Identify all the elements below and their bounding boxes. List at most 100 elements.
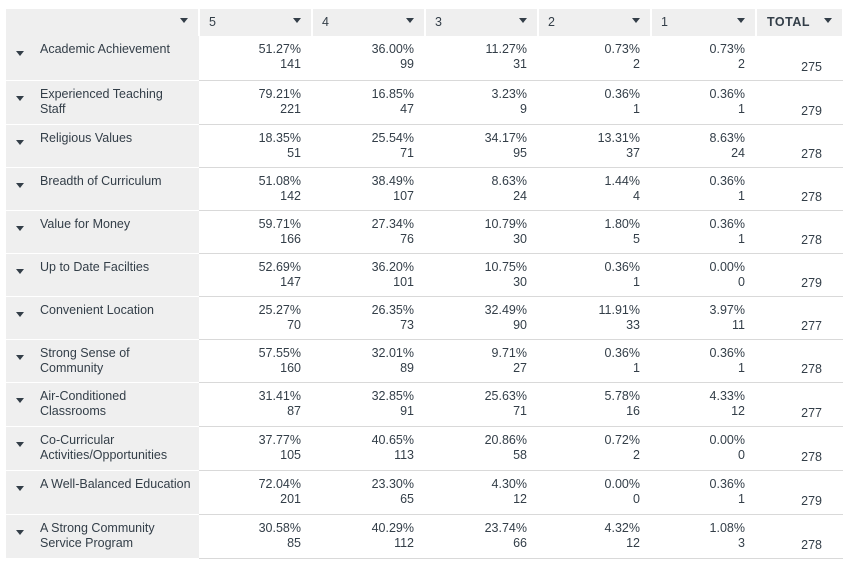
rating-cell: 59.71% 166 (199, 210, 312, 254)
percentage-value: 23.74% (484, 520, 527, 535)
percentage-value: 4.33% (709, 388, 745, 403)
sort-caret-icon[interactable] (632, 18, 640, 23)
row-label: Experienced Teaching Staff (40, 86, 163, 116)
total-value: 275 (801, 59, 822, 74)
count-value: 71 (400, 145, 414, 160)
count-value: 107 (393, 188, 414, 203)
percentage-value: 8.63% (709, 130, 745, 145)
percentage-value: 4.32% (604, 520, 640, 535)
rating-cell: 1.80% 5 (538, 210, 651, 254)
percentage-value: 1.44% (604, 173, 640, 188)
count-value: 142 (280, 188, 301, 203)
table-row: Convenient Location 25.27% 70 26.35% 73 32.49… (6, 296, 843, 340)
sort-caret-icon[interactable] (737, 18, 745, 23)
percentage-value: 20.86% (484, 432, 527, 447)
table-body: Academic Achievement 51.27% 141 36.00% 99 11.… (6, 36, 843, 559)
percentage-value: 37.77% (258, 432, 301, 447)
sort-caret-icon[interactable] (406, 18, 414, 23)
rating-cell: 20.86% 58 (425, 426, 538, 471)
percentage-value: 40.29% (371, 520, 414, 535)
table-row: Strong Sense of Community 57.55% 160 32.01%… (6, 339, 843, 383)
percentage-value: 11.91% (598, 302, 640, 317)
count-value: 12 (513, 491, 527, 506)
rating-cell: 23.30% 65 (312, 470, 425, 515)
table-row: A Well-Balanced Education 72.04% 201 23.30%… (6, 470, 843, 515)
percentage-value: 10.79% (484, 216, 527, 231)
row-label: Up to Date Facilties (40, 259, 150, 274)
percentage-value: 51.27% (258, 42, 301, 56)
percentage-value: 10.75% (484, 259, 527, 274)
table-row: Experienced Teaching Staff 79.21% 221 16.85… (6, 80, 843, 125)
rating-cell: 37.77% 105 (199, 426, 312, 471)
percentage-value: 8.63% (491, 173, 527, 188)
percentage-value: 0.36% (604, 259, 640, 274)
count-value: 141 (280, 57, 301, 71)
rating-cell: 3.97% 11 (651, 296, 756, 340)
count-value: 33 (626, 317, 640, 332)
row-label-cell: Value for Money (6, 210, 199, 254)
column-header-label: 4 (322, 15, 329, 29)
percentage-value: 0.36% (709, 216, 745, 231)
sort-caret-icon[interactable] (824, 18, 832, 23)
table-row: Air-Conditioned Classrooms 31.41% 87 32.85%… (6, 382, 843, 427)
count-value: 71 (513, 403, 527, 418)
percentage-value: 36.00% (371, 42, 414, 56)
rating-cell: 8.63% 24 (651, 124, 756, 168)
row-caret-icon[interactable] (16, 441, 24, 447)
header-cell-rating-2: 2 (538, 9, 652, 36)
row-caret-icon[interactable] (16, 51, 24, 56)
percentage-value: 38.49% (371, 173, 414, 188)
percentage-value: 0.73% (604, 42, 640, 56)
row-caret-icon[interactable] (16, 95, 24, 101)
rating-cell: 32.85% 91 (312, 382, 425, 427)
column-header-label: TOTAL (767, 15, 811, 29)
row-caret-icon[interactable] (16, 268, 24, 274)
percentage-value: 0.00% (709, 259, 745, 274)
percentage-value: 0.36% (604, 86, 640, 101)
rating-cell: 0.73% 2 (651, 36, 756, 81)
row-caret-icon[interactable] (16, 225, 24, 231)
row-caret-icon[interactable] (16, 354, 24, 360)
count-value: 1 (738, 101, 745, 116)
count-value: 9 (520, 101, 527, 116)
table-row: Academic Achievement 51.27% 141 36.00% 99 11.… (6, 36, 843, 81)
header-cell-rating-1: 1 (651, 9, 757, 36)
rating-cell: 3.23% 9 (425, 80, 538, 125)
header-cell-rating-5: 5 (199, 9, 313, 36)
header-cell-row-labels (6, 9, 200, 36)
row-label-cell: Up to Date Facilties (6, 253, 199, 297)
count-value: 99 (400, 57, 414, 71)
total-value: 278 (801, 146, 822, 161)
percentage-value: 27.34% (371, 216, 414, 231)
row-caret-icon[interactable] (16, 397, 24, 403)
row-caret-icon[interactable] (16, 485, 24, 491)
total-cell: 279 (756, 253, 843, 297)
count-value: 4 (633, 188, 640, 203)
count-value: 16 (626, 403, 640, 418)
percentage-value: 0.00% (709, 432, 745, 447)
row-label: Value for Money (40, 216, 131, 231)
sort-caret-icon[interactable] (519, 18, 527, 23)
rating-cell: 0.36% 1 (651, 210, 756, 254)
total-cell: 277 (756, 296, 843, 340)
percentage-value: 0.36% (709, 476, 745, 491)
sort-caret-icon[interactable] (293, 18, 301, 23)
row-label-cell: Breadth of Curriculum (6, 167, 199, 211)
row-caret-icon[interactable] (16, 139, 24, 145)
row-caret-icon[interactable] (16, 182, 24, 188)
rating-cell: 11.91% 33 (538, 296, 651, 340)
row-label-cell: A Well-Balanced Education (6, 470, 199, 515)
row-caret-icon[interactable] (16, 529, 24, 535)
row-caret-icon[interactable] (16, 311, 24, 317)
rating-cell: 1.08% 3 (651, 514, 756, 559)
total-value: 278 (801, 232, 822, 247)
count-value: 87 (287, 403, 301, 418)
percentage-value: 32.85% (371, 388, 414, 403)
percentage-value: 0.00% (604, 476, 640, 491)
sort-caret-icon[interactable] (180, 18, 188, 23)
total-cell: 278 (756, 426, 843, 471)
count-value: 112 (394, 535, 414, 550)
percentage-value: 26.35% (371, 302, 414, 317)
total-value: 279 (801, 275, 822, 290)
rating-cell: 38.49% 107 (312, 167, 425, 211)
